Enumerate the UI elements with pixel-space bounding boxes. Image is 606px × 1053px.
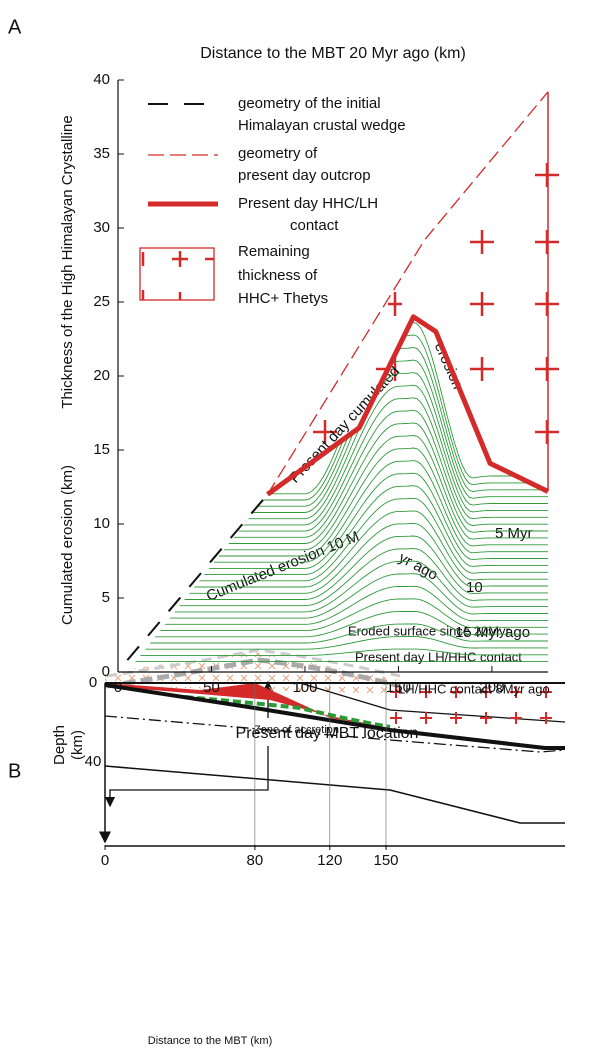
x-tick-label: 120	[317, 852, 342, 869]
eroded-surface	[106, 657, 401, 689]
y-tick-label: 10	[93, 515, 110, 532]
thickness-crosses	[313, 163, 559, 444]
chart-title: Distance to the MBT 20 Myr ago (km)	[200, 45, 466, 62]
deep-line	[104, 765, 565, 824]
mbt-fault	[104, 683, 565, 750]
legend-swatch	[139, 247, 215, 301]
x-axis-label: Distance to the MBT (km)	[148, 1035, 273, 1047]
legend-label: Remaining	[238, 243, 310, 260]
erosion-line	[127, 522, 548, 594]
y-tick-label: 0	[89, 674, 97, 691]
y-tick-label: 35	[93, 145, 110, 162]
y-tick-label: 20	[93, 367, 110, 384]
y-axis-label: (km)	[69, 730, 86, 760]
panel-label: B	[8, 760, 21, 782]
erosion-line	[127, 535, 548, 600]
annotation: 10	[466, 579, 483, 596]
x-tick-label: 80	[247, 852, 264, 869]
erosion-line	[127, 623, 548, 644]
erosion-line	[127, 560, 548, 613]
legend-label: geometry of the initial	[238, 95, 381, 112]
x-tick-label: 0	[114, 679, 122, 696]
y-tick-label: 40	[93, 71, 110, 88]
y-tick-label: 15	[93, 441, 110, 458]
legend-label: present day outcrop	[238, 167, 371, 184]
y-tick-label: 0	[102, 663, 110, 680]
eroded-surface	[106, 648, 401, 678]
annotation: Present day LH/HHC contact	[355, 649, 522, 664]
accretion-contact	[184, 695, 391, 729]
y-tick-label: 5	[102, 589, 110, 606]
x-tick-label: 150	[386, 679, 411, 696]
legend-label: contact	[290, 217, 339, 234]
erosion-line	[127, 636, 548, 650]
y-tick-label: 25	[93, 293, 110, 310]
series-line	[266, 314, 550, 497]
annotation: Eroded surface since 20Myr	[348, 623, 511, 638]
series-line	[126, 493, 269, 661]
annotation: 5 Myr	[495, 525, 533, 542]
erosion-line	[127, 573, 548, 619]
panel-label: A	[8, 16, 22, 38]
erosion-line	[127, 548, 548, 607]
legend-swatch	[141, 251, 214, 300]
y-axis-label: Cumulated erosion (km)	[59, 465, 76, 625]
legend-label: thickness of	[238, 267, 318, 284]
annotation: Zone of accretion	[254, 724, 339, 736]
y-axis-label: Depth	[51, 725, 68, 765]
erosion-line	[127, 598, 548, 632]
hhc-crosses	[390, 686, 552, 724]
y-tick-label: 40	[85, 753, 102, 770]
dash-dot-line	[104, 715, 566, 753]
annotation: LH/HHC contact 8Myr ago	[398, 681, 550, 696]
erosion-lines	[127, 321, 548, 663]
y-axis-label: Thickness of the High Himalayan Crystall…	[59, 115, 76, 408]
erosion-line	[127, 610, 548, 638]
erosion-line	[127, 585, 548, 625]
erosion-line	[127, 397, 548, 532]
x-tick-label: 50	[203, 679, 220, 696]
annotation: 15 Myr ago	[455, 624, 530, 641]
y-tick-label: 30	[93, 219, 110, 236]
legend-label: HHC+ Thetys	[238, 290, 328, 307]
arrow	[104, 746, 269, 808]
x-tick-label: 100	[292, 679, 317, 696]
series-line	[267, 91, 549, 495]
x-tick-label: 0	[101, 852, 109, 869]
x-tick-label: 200	[479, 679, 504, 696]
legend-label: geometry of	[238, 145, 318, 162]
annotation: yr ago	[396, 549, 441, 584]
legend-label: Present day HHC/LH	[238, 195, 378, 212]
legend-label: Himalayan crustal wedge	[238, 117, 406, 134]
x-tick-label: 150	[374, 852, 399, 869]
erosion-line	[127, 648, 548, 656]
